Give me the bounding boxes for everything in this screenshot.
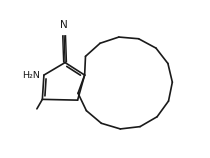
Text: N: N bbox=[60, 21, 68, 30]
Text: H₂N: H₂N bbox=[22, 71, 40, 80]
